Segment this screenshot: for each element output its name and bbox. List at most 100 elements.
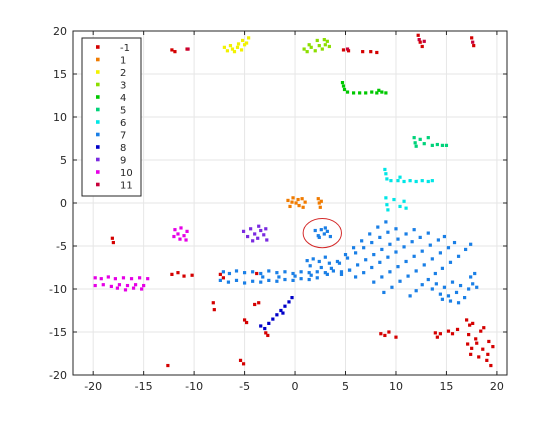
- data-point: [259, 280, 263, 284]
- data-point: [435, 335, 439, 339]
- data-point: [110, 236, 114, 240]
- data-point: [368, 232, 372, 236]
- data-point: [426, 136, 430, 140]
- data-point: [420, 179, 424, 183]
- data-point: [249, 227, 253, 231]
- data-point: [384, 220, 388, 224]
- data-point: [307, 271, 311, 275]
- data-point: [383, 333, 387, 338]
- data-point: [465, 318, 469, 322]
- data-point: [297, 203, 301, 208]
- data-point: [251, 279, 255, 283]
- data-point: [296, 197, 300, 202]
- data-point: [340, 81, 345, 85]
- data-point: [356, 263, 360, 267]
- legend-label: 3: [120, 81, 126, 92]
- data-point: [389, 179, 393, 183]
- data-point: [327, 44, 331, 49]
- data-point: [281, 311, 285, 315]
- series-9: [241, 224, 269, 243]
- data-point: [351, 91, 356, 95]
- data-point: [396, 265, 400, 269]
- data-point: [475, 341, 479, 345]
- data-point: [218, 272, 222, 276]
- data-point: [463, 296, 467, 300]
- data-point: [467, 332, 471, 337]
- data-point: [378, 260, 382, 264]
- data-point: [442, 285, 447, 289]
- x-tick-label: 15: [439, 380, 453, 393]
- data-point: [342, 87, 347, 92]
- data-point: [386, 255, 390, 259]
- data-point: [358, 91, 362, 95]
- data-point: [380, 247, 384, 252]
- data-point: [404, 232, 408, 236]
- data-point: [222, 45, 226, 49]
- data-point: [362, 246, 366, 250]
- data-point: [307, 43, 311, 47]
- data-point: [479, 329, 483, 333]
- data-point: [386, 208, 390, 212]
- data-point: [448, 260, 453, 264]
- data-point: [473, 271, 477, 276]
- data-point: [414, 289, 418, 293]
- data-point: [301, 205, 305, 209]
- data-point: [343, 253, 348, 257]
- data-point: [414, 144, 418, 148]
- data-point: [302, 47, 306, 51]
- data-point: [257, 301, 261, 305]
- data-point: [418, 137, 422, 141]
- data-point: [288, 204, 292, 209]
- data-point: [115, 286, 120, 290]
- data-point: [428, 243, 432, 247]
- data-point: [234, 269, 239, 273]
- data-point: [146, 277, 150, 281]
- data-point: [433, 331, 437, 335]
- data-point: [433, 271, 437, 276]
- data-point: [176, 232, 180, 236]
- data-point: [475, 285, 479, 289]
- data-point: [123, 288, 128, 292]
- data-point: [287, 300, 291, 304]
- data-point: [440, 266, 445, 270]
- data-point: [283, 277, 287, 282]
- legend: -1 12 34 56 78 910 11: [81, 37, 142, 197]
- data-point: [277, 275, 281, 279]
- data-point: [379, 332, 383, 336]
- data-point: [452, 240, 457, 245]
- data-point: [290, 200, 294, 204]
- legend-label: 10: [120, 168, 133, 179]
- data-point: [247, 36, 251, 40]
- data-point: [385, 177, 389, 181]
- data-point: [271, 317, 275, 321]
- data-point: [117, 283, 122, 287]
- legend-marker: [96, 182, 100, 187]
- data-point: [316, 197, 320, 201]
- data-point: [331, 269, 335, 273]
- legend-label: 11: [120, 181, 133, 192]
- data-point: [245, 320, 249, 325]
- data-point: [418, 40, 422, 44]
- data-point: [485, 358, 489, 362]
- data-point: [420, 44, 424, 49]
- legend-marker: [96, 95, 100, 99]
- data-point: [383, 167, 387, 172]
- series-10: [93, 226, 189, 292]
- data-point: [438, 332, 442, 336]
- data-point: [264, 331, 268, 335]
- highlight-circle: [302, 217, 342, 249]
- data-point: [408, 294, 412, 298]
- data-point: [241, 229, 246, 233]
- data-point: [325, 272, 329, 276]
- data-point: [408, 179, 412, 183]
- data-point: [236, 42, 241, 46]
- data-point: [242, 43, 247, 47]
- data-point: [259, 324, 263, 328]
- data-point: [388, 270, 392, 274]
- data-point: [290, 296, 294, 300]
- x-tick-label: 20: [490, 380, 504, 393]
- data-point: [299, 277, 303, 281]
- data-point: [308, 264, 312, 268]
- data-point: [406, 274, 410, 278]
- legend-label: -1: [120, 43, 130, 54]
